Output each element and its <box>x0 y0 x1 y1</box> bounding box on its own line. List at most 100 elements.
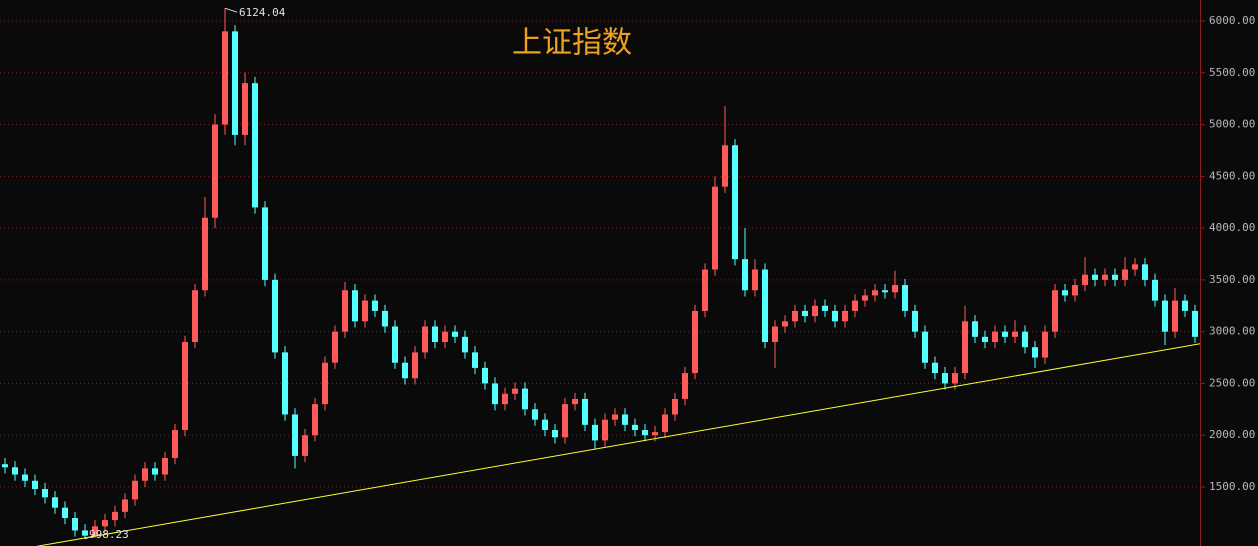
candle-body <box>652 432 658 436</box>
candle-body <box>322 362 328 405</box>
candle-body <box>892 285 898 293</box>
y-tick-label: 2500.00 <box>1209 376 1255 389</box>
candle-body <box>262 207 268 280</box>
candle-body <box>182 342 188 431</box>
candle-body <box>902 285 908 311</box>
candle-body <box>772 326 778 343</box>
candle-body <box>1112 274 1118 280</box>
candle-body <box>32 480 38 490</box>
candle-body <box>562 404 568 438</box>
candle-body <box>922 331 928 363</box>
candle-body <box>482 367 488 384</box>
candle-body <box>312 404 318 436</box>
candles <box>2 8 1198 539</box>
candle-body <box>202 217 208 291</box>
candle-body <box>632 424 638 431</box>
candle-body <box>82 530 88 536</box>
candle-body <box>1062 290 1068 296</box>
candle-body <box>462 336 468 353</box>
candle-body <box>212 124 218 218</box>
candle-body <box>1072 285 1078 296</box>
candle-body <box>102 520 108 527</box>
candle-body <box>662 414 668 433</box>
candle-body <box>852 300 858 311</box>
candle-body <box>382 310 388 327</box>
candle-body <box>122 499 128 512</box>
candle-body <box>1162 300 1168 332</box>
max-arrow <box>224 7 238 13</box>
candle-body <box>572 398 578 405</box>
candle-body <box>732 145 738 260</box>
trend-line <box>35 343 1201 546</box>
candle-body <box>62 507 68 519</box>
candle-body <box>992 331 998 343</box>
y-tick-label: 6000.00 <box>1209 14 1255 27</box>
candle-body <box>22 474 28 481</box>
candle-body <box>612 414 618 420</box>
candle-body <box>1182 300 1188 311</box>
candle-body <box>332 331 338 363</box>
candle-body <box>692 310 698 374</box>
candle-body <box>1172 300 1178 332</box>
candle-body <box>132 480 138 500</box>
candle-body <box>942 373 948 384</box>
candle-body <box>1152 279 1158 301</box>
candle-body <box>1122 269 1128 280</box>
candle-body <box>52 497 58 508</box>
candle-body <box>592 424 598 441</box>
max-label: 6124.04 <box>239 6 286 19</box>
candle-body <box>1022 331 1028 348</box>
candle-body <box>822 305 828 311</box>
candle-body <box>1052 290 1058 332</box>
candle-body <box>742 259 748 291</box>
candle-body <box>952 373 958 384</box>
candle-body <box>882 290 888 293</box>
candle-body <box>982 336 988 343</box>
candle-body <box>342 290 348 332</box>
candle-body <box>142 468 148 481</box>
candle-body <box>282 352 288 415</box>
candle-body <box>1142 264 1148 280</box>
candle-body <box>782 321 788 327</box>
candle-body <box>812 305 818 317</box>
candle-body <box>552 430 558 438</box>
candle-body <box>72 518 78 531</box>
y-tick-label: 3500.00 <box>1209 273 1255 286</box>
y-tick-label: 4000.00 <box>1209 221 1255 234</box>
candle-body <box>362 300 368 322</box>
candle-body <box>352 290 358 322</box>
candle-body <box>232 31 238 135</box>
candle-body <box>1002 331 1008 337</box>
candle-body <box>412 352 418 379</box>
candle-body <box>422 326 428 353</box>
candle-body <box>432 326 438 343</box>
candle-body <box>302 435 308 456</box>
candle-body <box>402 362 408 379</box>
candle-body <box>682 373 688 399</box>
candle-body <box>582 398 588 425</box>
candle-body <box>392 326 398 363</box>
y-tick-label: 4500.00 <box>1209 169 1255 182</box>
candle-body <box>912 310 918 332</box>
candle-body <box>642 430 648 436</box>
candle-body <box>962 321 968 374</box>
candle-body <box>1192 310 1198 337</box>
y-tick-label: 3000.00 <box>1209 325 1255 338</box>
candle-body <box>862 295 868 301</box>
candle-body <box>532 409 538 420</box>
y-tick-label: 1500.00 <box>1209 480 1255 493</box>
candle-body <box>242 83 248 135</box>
candle-body <box>1042 331 1048 358</box>
candle-body <box>492 383 498 405</box>
y-tick-label: 5000.00 <box>1209 118 1255 131</box>
candle-body <box>792 310 798 322</box>
candle-body <box>1012 331 1018 337</box>
candle-body <box>502 393 508 405</box>
candle-body <box>292 414 298 456</box>
candle-body <box>832 310 838 322</box>
candle-body <box>452 331 458 337</box>
candle-body <box>1132 264 1138 270</box>
min-label: 998.23 <box>89 528 129 541</box>
